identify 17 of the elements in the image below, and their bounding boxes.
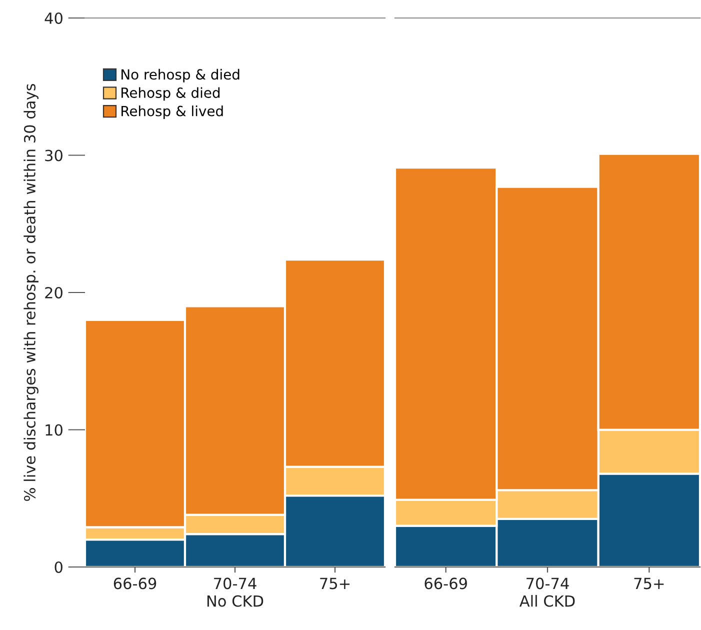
x-tick-label: 70-74 (214, 578, 256, 590)
y-tick-label: 30 (45, 150, 62, 162)
legend-label: Rehosp & died (122, 87, 220, 101)
y-tick-label: 0 (54, 561, 62, 574)
x-tick-label: 66-69 (424, 578, 467, 590)
x-tick-label: 66-69 (114, 578, 156, 590)
x-axis-title: All CKD (519, 594, 575, 607)
y-axis-title: % live discharges with rehosp. or death within 30 days (24, 84, 38, 501)
y-tick-label: 40 (44, 12, 62, 24)
y-tick-label: 20 (45, 286, 62, 299)
y-tick-label: 10 (46, 424, 62, 436)
legend-label: No rehosp & died (122, 68, 240, 82)
x-tick-label: 75+ (634, 578, 664, 590)
x-tick-label: 70-74 (526, 578, 569, 590)
x-axis-title: No CKD (207, 595, 264, 607)
legend-label: Rehosp & lived (122, 106, 223, 119)
x-tick-label: 75+ (320, 578, 350, 590)
